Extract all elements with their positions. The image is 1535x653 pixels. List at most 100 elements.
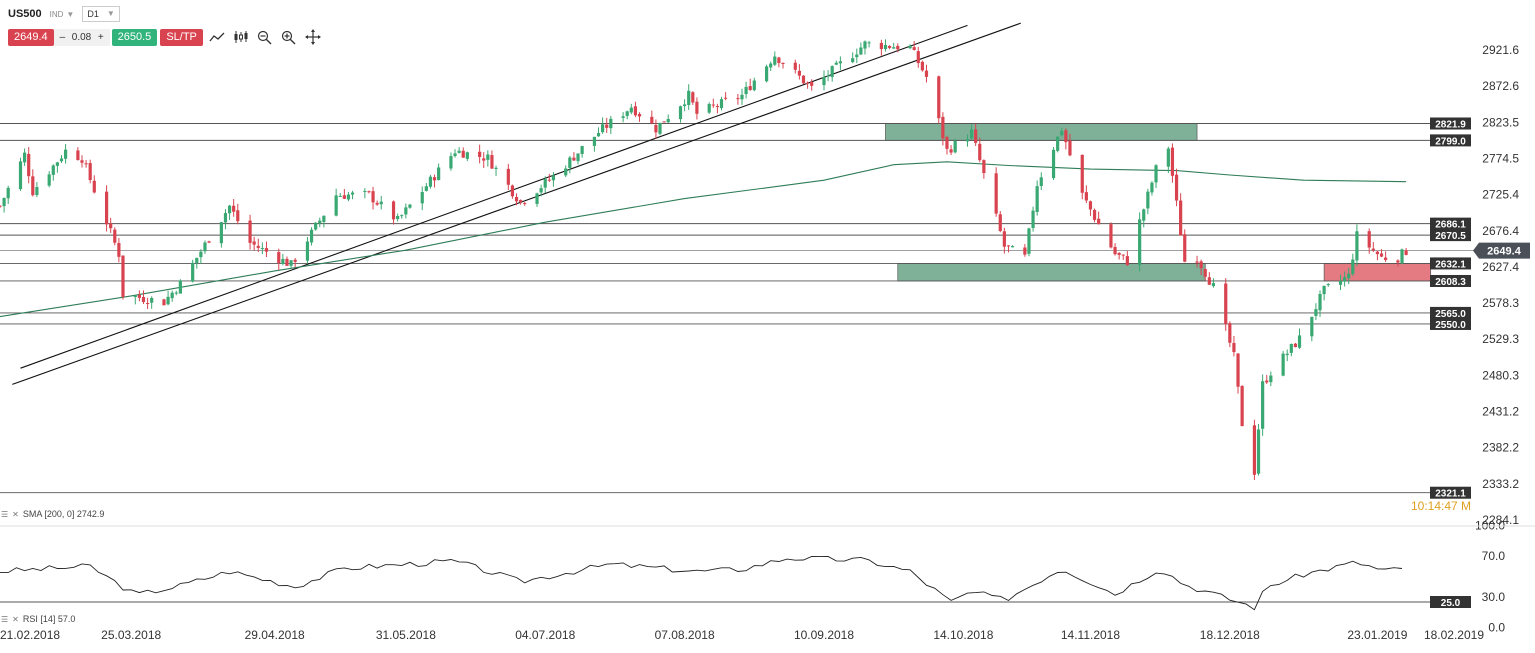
candle-up: [1035, 186, 1039, 212]
candle-up: [867, 42, 871, 44]
candle-up: [178, 280, 182, 294]
candlestick-icon[interactable]: [231, 29, 251, 46]
candle-down: [117, 243, 121, 257]
level-label: 2321.1: [1435, 489, 1466, 500]
candle-up: [494, 167, 498, 169]
candle-down: [1293, 343, 1298, 348]
zoom-out-icon[interactable]: [255, 29, 275, 46]
candle-down: [277, 252, 281, 263]
candle-up: [170, 292, 174, 299]
candle-up: [1261, 381, 1265, 429]
candle-down: [1117, 252, 1121, 255]
sell-button[interactable]: 2649.4: [8, 28, 54, 46]
level-label-bg: [1430, 257, 1471, 270]
candle-down: [793, 62, 797, 70]
candle-down: [461, 150, 465, 158]
date-axis-tick: 14.10.2018: [933, 628, 993, 642]
line-chart-icon[interactable]: [207, 29, 227, 46]
close-icon[interactable]: ✕: [12, 614, 19, 624]
timeframe-select[interactable]: D1 ▼: [82, 6, 120, 22]
candle-up: [1010, 246, 1015, 248]
candle-down: [1023, 247, 1027, 255]
candle-up: [453, 153, 457, 157]
candle-down: [633, 106, 638, 116]
candle-up: [535, 193, 539, 204]
level-label-bg: [1430, 306, 1471, 319]
candle-countdown: 10:14:47 M: [1411, 499, 1471, 513]
rsi-indicator-label[interactable]: ☰ ✕ RSI [14] 57.0: [1, 614, 79, 624]
list-icon[interactable]: ☰: [1, 614, 9, 624]
candle-up: [59, 158, 64, 162]
price-axis-tick: 2676.4: [1482, 224, 1519, 238]
candle-down: [978, 143, 982, 161]
candle-down: [391, 201, 396, 220]
candle-up: [465, 152, 469, 159]
candle-down: [974, 129, 978, 143]
candle-up: [1347, 273, 1351, 279]
trade-bar: 2649.4 – 0.08 + 2650.5 SL/TP: [8, 28, 323, 46]
candle-up: [1297, 335, 1302, 348]
candle-up: [1256, 429, 1261, 474]
level-label: 2608.3: [1435, 277, 1466, 288]
candle-up: [2, 197, 6, 207]
candle-up: [596, 133, 601, 137]
candle-up: [687, 90, 691, 105]
candle-up: [719, 99, 724, 109]
candle-down: [0, 205, 2, 207]
candle-up: [1154, 165, 1158, 183]
date-axis-tick: 25.03.2018: [101, 628, 161, 642]
candle-down: [1006, 245, 1011, 247]
date-axis-tick: 04.07.2018: [515, 628, 575, 642]
price-axis-tick: 2872.6: [1482, 79, 1519, 93]
candle-down: [998, 214, 1002, 232]
candle-up: [666, 118, 670, 123]
candle-up: [47, 174, 51, 186]
candle-up: [428, 176, 433, 187]
candle-down: [1068, 140, 1072, 156]
candle-down: [1199, 261, 1203, 269]
spread-value: 0.08: [71, 31, 92, 43]
candle-up: [1166, 148, 1170, 167]
candle-down: [76, 150, 80, 160]
symbol-label[interactable]: US500: [8, 8, 42, 20]
candle-down: [342, 195, 346, 199]
crosshair-icon[interactable]: [303, 29, 323, 46]
level-label-bg: [1430, 217, 1471, 230]
candle-down: [1064, 130, 1068, 143]
sma-indicator-label[interactable]: ☰ ✕ SMA [200, 0] 2742.9: [1, 509, 108, 519]
spread-stepper[interactable]: – 0.08 +: [53, 28, 110, 46]
candle-up: [883, 44, 888, 50]
candle-up: [63, 149, 68, 159]
chevron-down-icon[interactable]: ▼: [66, 9, 75, 19]
date-axis-tick: 18.12.2018: [1200, 628, 1260, 642]
level-label-bg: [1430, 229, 1471, 242]
candle-up: [1056, 136, 1060, 151]
zoom-in-icon[interactable]: [279, 29, 299, 46]
candle-up: [1310, 316, 1314, 337]
candle-up: [834, 62, 838, 65]
plus-icon[interactable]: +: [97, 31, 104, 43]
rsi-level-label-bg: [1430, 596, 1471, 608]
candle-down: [264, 248, 269, 252]
buy-button[interactable]: 2650.5: [111, 28, 158, 46]
sltp-button[interactable]: SL/TP: [160, 28, 203, 46]
candle-down: [510, 185, 515, 197]
candle-down: [1396, 260, 1400, 263]
candle-up: [609, 118, 613, 129]
list-icon[interactable]: ☰: [1, 509, 9, 519]
candle-down: [937, 76, 941, 119]
candle-down: [1384, 257, 1388, 260]
rsi-line: [0, 556, 1403, 611]
minus-icon[interactable]: –: [59, 31, 66, 43]
candle-up: [965, 139, 970, 142]
candle-down: [236, 210, 240, 222]
candle-down: [1207, 277, 1211, 285]
candle-down: [1174, 174, 1179, 201]
candle-up: [1343, 277, 1347, 282]
candle-up: [22, 152, 27, 163]
level-label: 2821.9: [1435, 120, 1466, 131]
candle-down: [293, 259, 297, 262]
close-icon[interactable]: ✕: [12, 509, 19, 519]
